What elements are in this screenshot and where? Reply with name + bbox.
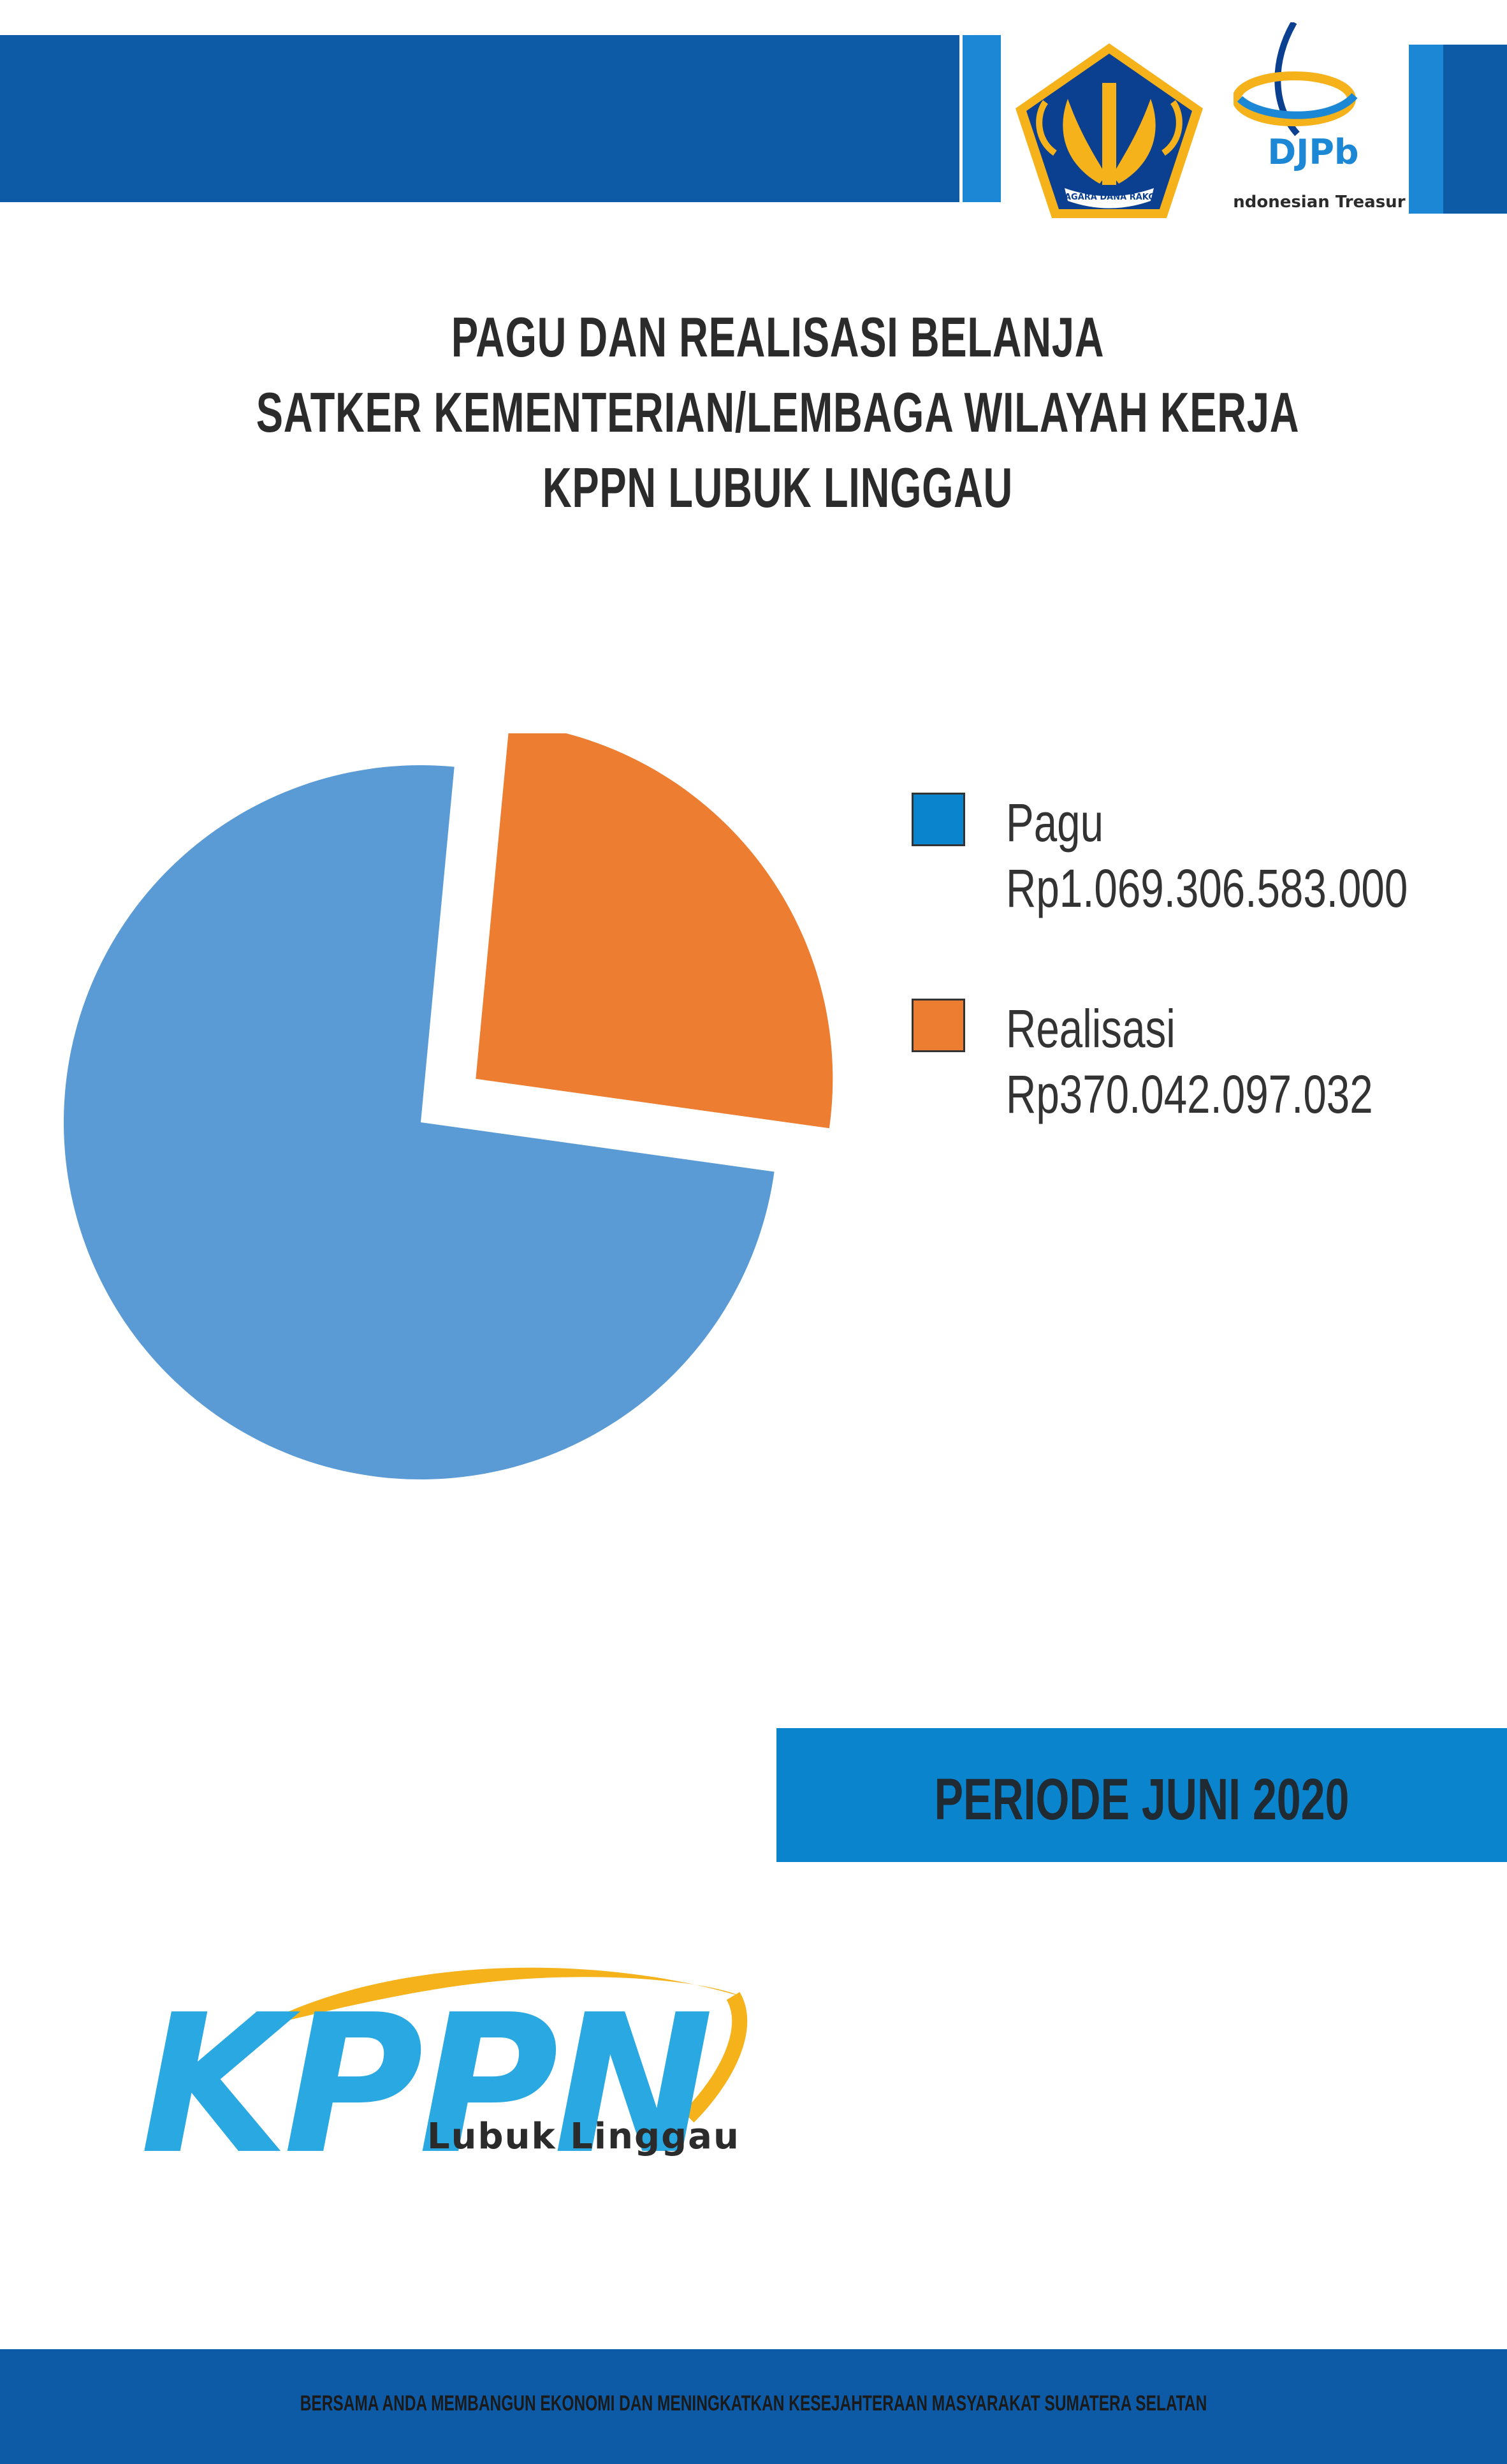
legend-value-realisasi: Rp370.042.097.032 — [1006, 1064, 1373, 1124]
header-bar — [0, 35, 959, 202]
pie-chart — [63, 733, 833, 1479]
kemenkeu-emblem-logo: NAGARA DANA RAKCA — [1016, 43, 1203, 218]
header-bar-right-accent — [1409, 45, 1443, 214]
title-line-2: SATKER KEMENTERIAN/LEMBAGA WILAYAH KERJA — [256, 381, 1300, 444]
legend-swatch-pagu — [912, 793, 965, 846]
footer-tagline: BERSAMA ANDA MEMBANGUN EKONOMI DAN MENIN… — [300, 2391, 1207, 2416]
title-line-1: PAGU DAN REALISASI BELANJA — [451, 305, 1105, 369]
header-bar-accent — [963, 35, 1001, 202]
djpb-tagline: Indonesian Treasury — [1234, 193, 1406, 212]
legend-swatch-realisasi — [912, 999, 965, 1052]
pie-slice-pagu — [63, 765, 775, 1479]
legend-label-realisasi: Realisasi — [1006, 999, 1176, 1059]
footer-bar — [0, 2349, 1507, 2464]
pie-slice-realisasi — [476, 733, 833, 1129]
kppn-wordmark-logo: KPPN — [140, 1974, 713, 2196]
title-line-3: KPPN LUBUK LINGGAU — [542, 456, 1014, 519]
period-label: PERIODE JUNI 2020 — [934, 1767, 1350, 1832]
djpb-logo-text: DJPb — [1267, 132, 1358, 172]
legend-label-pagu: Pagu — [1006, 793, 1104, 853]
kppn-subtitle-logo: Lubuk Linggau — [427, 2116, 740, 2157]
legend-value-pagu: Rp1.069.306.583.000 — [1006, 858, 1408, 918]
period-banner — [776, 1728, 1507, 1862]
djpb-logo: DJPb Indonesian Treasury — [1234, 22, 1406, 212]
kppn-swoosh-icon — [255, 1967, 748, 2123]
emblem-motto: NAGARA DANA RAKCA — [1058, 193, 1161, 202]
